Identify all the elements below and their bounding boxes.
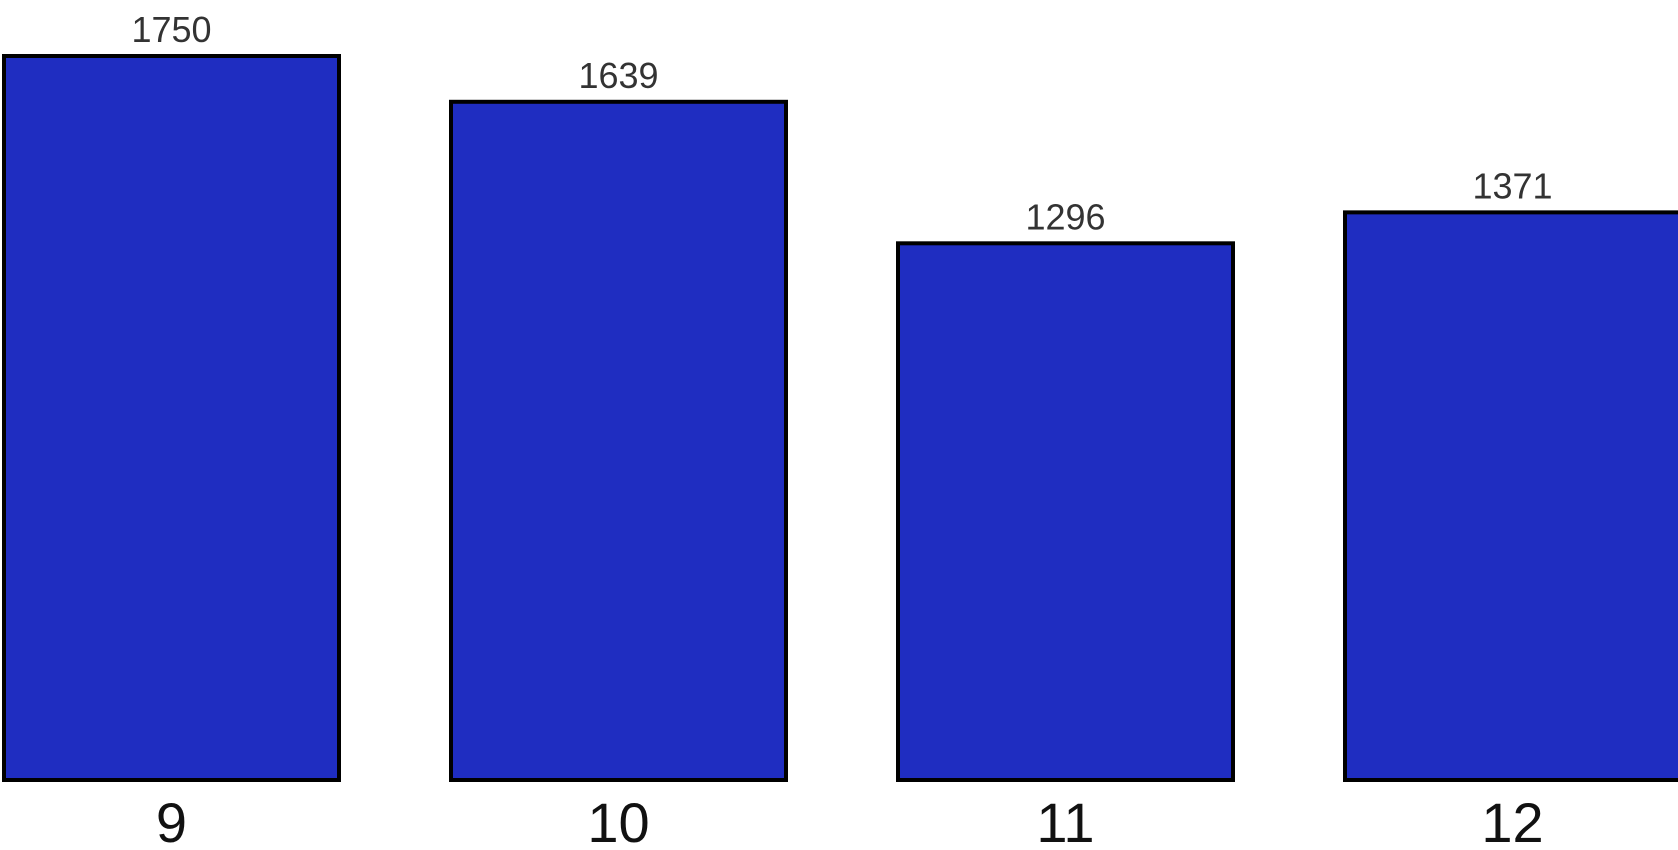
- category-label-11: 11: [1036, 791, 1094, 850]
- value-label-11: 1296: [1025, 196, 1105, 237]
- value-labels-group: 1750 1639 1296 1371: [131, 9, 1552, 237]
- bar-11: [896, 241, 1235, 782]
- category-label-10: 10: [587, 791, 649, 850]
- category-labels-group: 9 10 11 12: [156, 791, 1544, 850]
- value-label-10: 1639: [578, 55, 658, 96]
- bar-12: [1343, 210, 1678, 783]
- bar-10: [449, 99, 788, 783]
- category-label-9: 9: [156, 791, 187, 850]
- value-label-9: 1750: [131, 9, 211, 50]
- bar-9: [2, 54, 341, 782]
- category-label-12: 12: [1481, 791, 1543, 850]
- bars-group: [2, 54, 1678, 783]
- value-label-12: 1371: [1472, 165, 1552, 206]
